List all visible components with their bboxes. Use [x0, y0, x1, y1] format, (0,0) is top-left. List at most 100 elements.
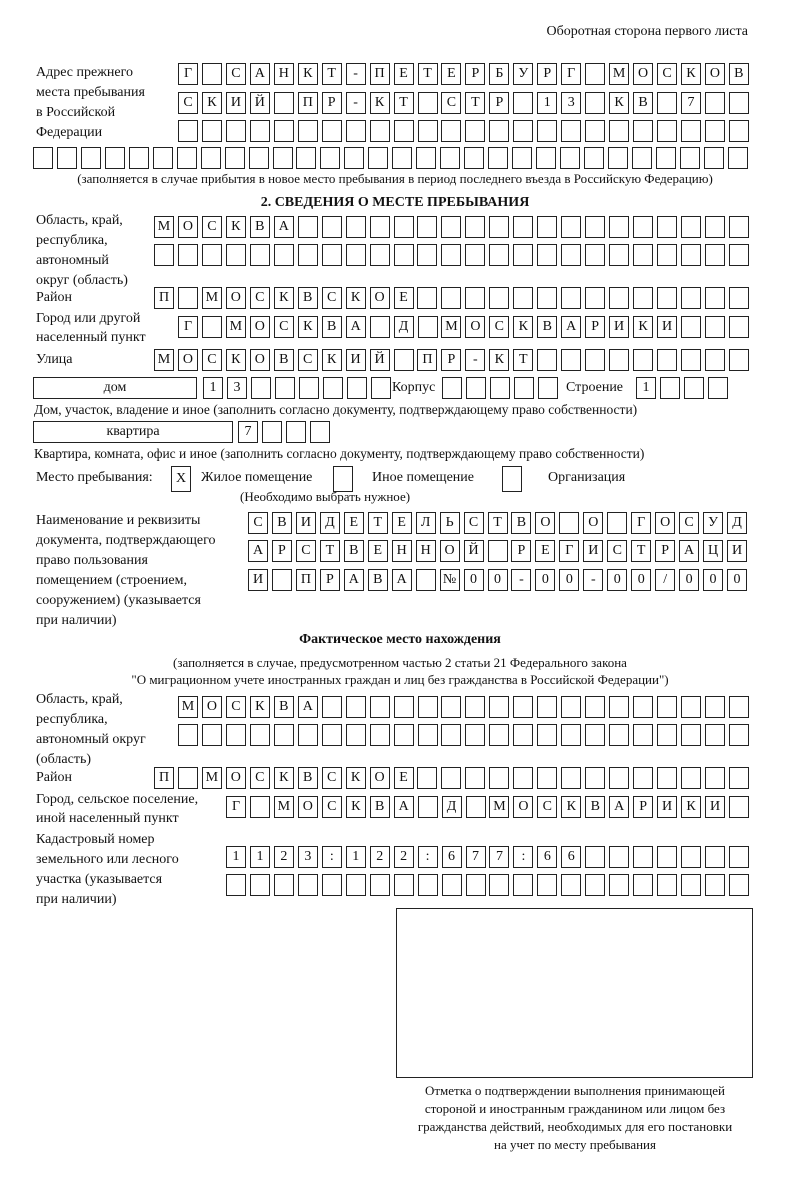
region-cell[interactable]: [513, 216, 534, 238]
document-cell[interactable]: И: [248, 569, 268, 591]
document-cell[interactable]: 0: [487, 569, 508, 591]
actual-district-cell[interactable]: [537, 767, 558, 789]
cadastral-cell[interactable]: 6: [441, 846, 462, 868]
region-cell[interactable]: [154, 244, 174, 266]
city-cell[interactable]: И: [609, 316, 630, 338]
district-cell[interactable]: [177, 287, 198, 309]
district-cell[interactable]: [656, 287, 677, 309]
document-cell[interactable]: О: [655, 512, 676, 534]
actual-region-cell[interactable]: [680, 696, 701, 718]
actual-region-cell[interactable]: [393, 724, 414, 746]
document-cell[interactable]: Ц: [703, 540, 724, 562]
previous-address-cell[interactable]: [393, 120, 414, 142]
street-cell[interactable]: Й: [369, 349, 390, 371]
street-cell[interactable]: К: [225, 349, 246, 371]
city-cell[interactable]: С: [489, 316, 510, 338]
actual-region-cell[interactable]: [393, 696, 414, 718]
actual-district-cell[interactable]: [489, 767, 510, 789]
previous-address-cell[interactable]: [176, 147, 197, 169]
region-cell[interactable]: [369, 244, 390, 266]
cadastral-cell[interactable]: 1: [345, 846, 366, 868]
actual-region-cell[interactable]: [369, 724, 390, 746]
street-cell[interactable]: [680, 349, 701, 371]
previous-address-cell[interactable]: [441, 120, 462, 142]
region-cell[interactable]: [585, 244, 606, 266]
actual-region-cell[interactable]: [537, 696, 558, 718]
region-cell[interactable]: [321, 216, 342, 238]
district-cell[interactable]: [633, 287, 653, 309]
previous-address-cell[interactable]: [297, 120, 318, 142]
city-cell[interactable]: С: [273, 316, 294, 338]
previous-address-cell[interactable]: [559, 147, 580, 169]
actual-region-cell[interactable]: [201, 724, 222, 746]
cadastral-cell[interactable]: [705, 874, 725, 896]
street-cell[interactable]: [537, 349, 558, 371]
document-cell[interactable]: И: [583, 540, 604, 562]
previous-address-cell[interactable]: М: [609, 63, 630, 85]
region-cell[interactable]: [609, 244, 630, 266]
previous-address-cell[interactable]: [633, 120, 654, 142]
actual-region-cell[interactable]: [441, 724, 462, 746]
region-cell[interactable]: [633, 244, 653, 266]
city-cell[interactable]: [680, 316, 701, 338]
document-cell[interactable]: -: [583, 569, 604, 591]
cadastral-cell[interactable]: [417, 874, 438, 896]
previous-address-cell[interactable]: [152, 147, 173, 169]
actual-region-cell[interactable]: [417, 724, 438, 746]
actual-district-cell[interactable]: О: [369, 767, 390, 789]
region-cell[interactable]: [393, 216, 414, 238]
previous-address-cell[interactable]: Т: [417, 63, 438, 85]
building-cell[interactable]: [489, 377, 510, 399]
previous-address-cell[interactable]: [464, 147, 485, 169]
district-cell[interactable]: С: [249, 287, 270, 309]
cadastral-cell[interactable]: :: [321, 846, 342, 868]
cadastral-cell[interactable]: [273, 874, 294, 896]
document-cell[interactable]: В: [511, 512, 532, 534]
district-cell[interactable]: [704, 287, 725, 309]
region-cell[interactable]: А: [273, 216, 294, 238]
previous-address-cell[interactable]: [609, 120, 630, 142]
previous-address-cell[interactable]: [248, 147, 269, 169]
structure-cell[interactable]: [707, 377, 728, 399]
actual-region-cell[interactable]: [585, 696, 606, 718]
region-cell[interactable]: [656, 244, 677, 266]
document-cell[interactable]: А: [679, 540, 700, 562]
house-number-cell[interactable]: [346, 377, 367, 399]
actual-city-cell[interactable]: С: [537, 796, 558, 818]
region-cell[interactable]: [297, 216, 318, 238]
actual-region-cell[interactable]: [225, 724, 246, 746]
city-cell[interactable]: В: [537, 316, 558, 338]
document-cell[interactable]: С: [463, 512, 484, 534]
actual-region-cell[interactable]: А: [297, 696, 318, 718]
previous-address-cell[interactable]: К: [609, 92, 630, 114]
actual-district-cell[interactable]: [441, 767, 462, 789]
document-cell[interactable]: И: [727, 540, 747, 562]
street-cell[interactable]: И: [345, 349, 366, 371]
previous-address-cell[interactable]: [56, 147, 77, 169]
actual-city-cell[interactable]: В: [585, 796, 606, 818]
previous-address-cell[interactable]: [417, 120, 438, 142]
district-cell[interactable]: К: [273, 287, 294, 309]
previous-address-cell[interactable]: [273, 120, 294, 142]
actual-region-cell[interactable]: [728, 724, 749, 746]
house-number-cell[interactable]: [298, 377, 319, 399]
actual-district-cell[interactable]: С: [249, 767, 270, 789]
document-cell[interactable]: И: [295, 512, 316, 534]
city-cell[interactable]: М: [225, 316, 246, 338]
structure-cell[interactable]: 1: [636, 377, 656, 399]
cadastral-cell[interactable]: 2: [273, 846, 294, 868]
previous-address-cell[interactable]: 7: [680, 92, 701, 114]
house-number-cell[interactable]: 3: [226, 377, 247, 399]
previous-address-cell[interactable]: [296, 147, 317, 169]
region-cell[interactable]: [561, 244, 582, 266]
actual-district-cell[interactable]: [633, 767, 653, 789]
previous-address-cell[interactable]: О: [633, 63, 654, 85]
actual-region-cell[interactable]: С: [225, 696, 246, 718]
previous-address-cell[interactable]: В: [633, 92, 654, 114]
actual-region-cell[interactable]: [609, 724, 630, 746]
previous-address-cell[interactable]: [728, 120, 749, 142]
city-cell[interactable]: В: [321, 316, 342, 338]
actual-city-cell[interactable]: [728, 796, 749, 818]
cadastral-cell[interactable]: 2: [393, 846, 414, 868]
region-cell[interactable]: [585, 216, 606, 238]
